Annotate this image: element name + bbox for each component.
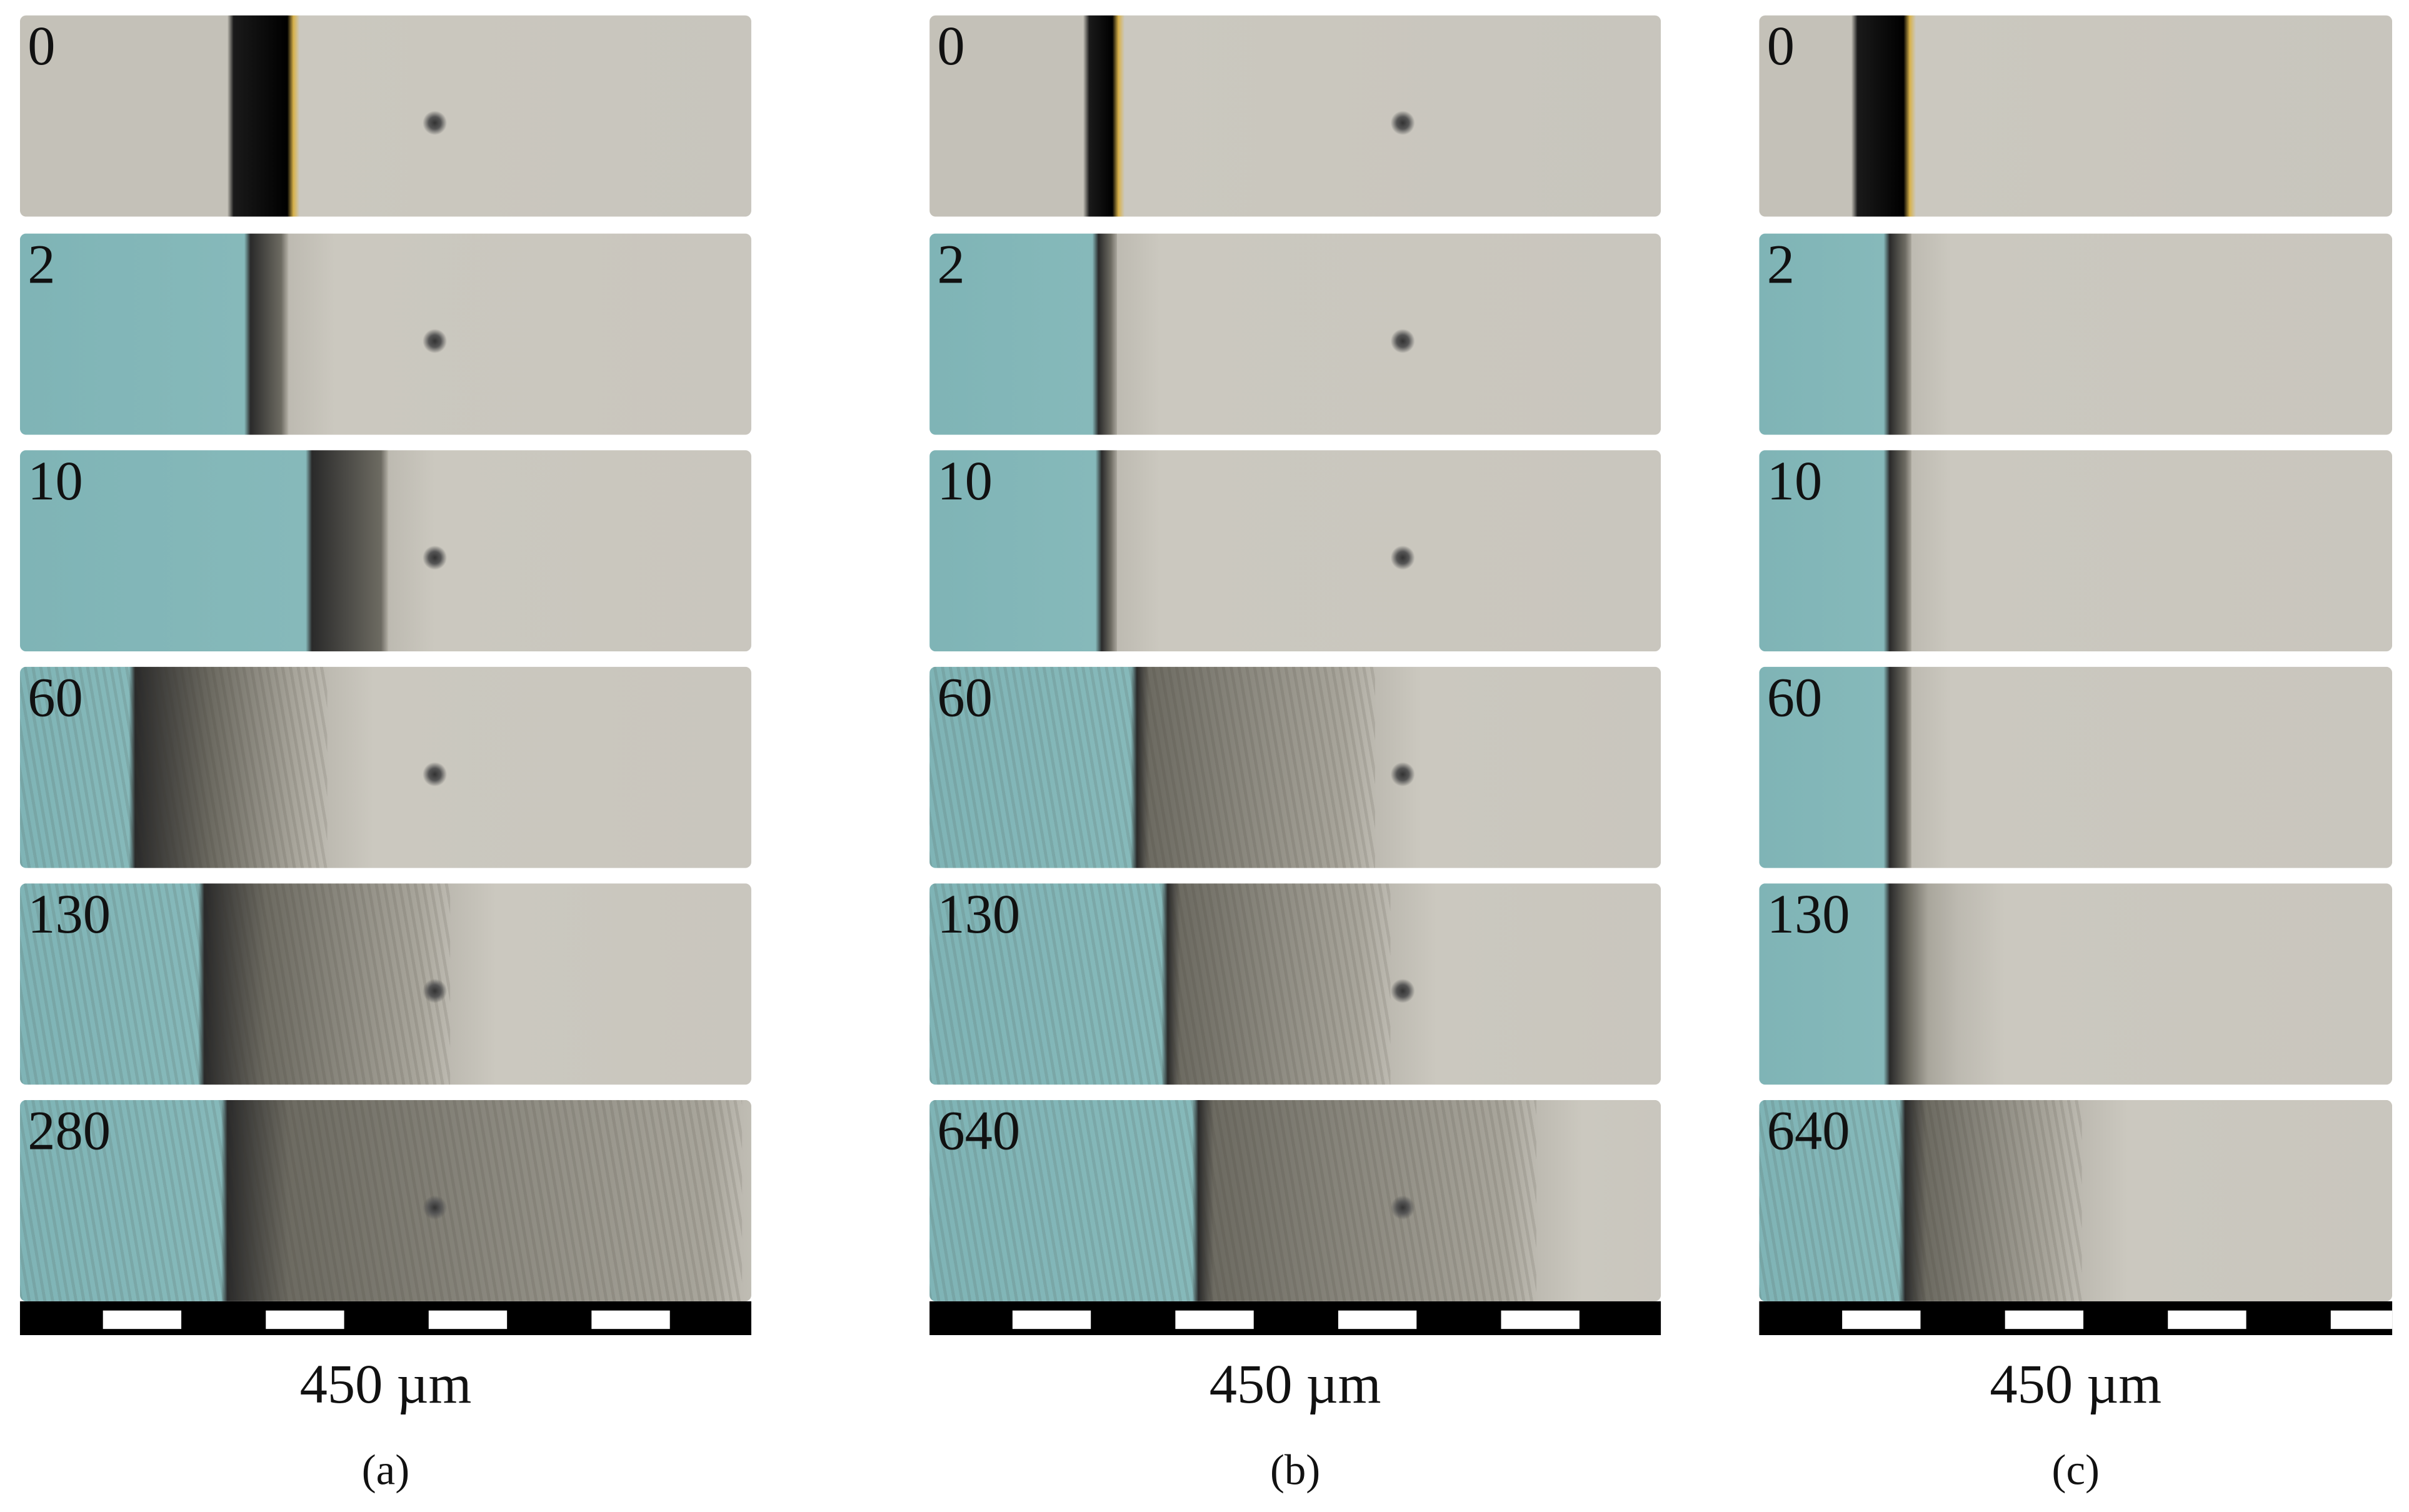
micrograph-image (19, 883, 751, 1085)
particle (422, 110, 448, 136)
frame-time-label: 130 (937, 883, 1021, 945)
micrograph-image (1759, 233, 2393, 435)
micrograph-image (19, 450, 751, 652)
micrograph-frame: 60 (19, 666, 751, 868)
particle (1390, 762, 1415, 787)
scale-bar-label: 450 µm (1209, 1353, 1381, 1415)
micrograph-image (929, 15, 1661, 217)
panel-c: 0 2 10 60 130 640 450 µm (c) (1759, 15, 2393, 1512)
scale-bar-segment (2330, 1310, 2393, 1329)
scale-bar-segment (591, 1310, 670, 1329)
frame-time-label: 0 (937, 15, 965, 77)
micrograph-image (929, 1099, 1661, 1301)
scale-bar-segment (1175, 1310, 1254, 1329)
particle (422, 329, 448, 354)
frame-time-label: 10 (937, 450, 993, 512)
micrograph-image (1759, 883, 2393, 1085)
scale-bar-label: 450 µm (1990, 1353, 2162, 1415)
scale-bar-segment (428, 1310, 508, 1329)
micrograph-frame: 2 (929, 233, 1661, 435)
frame-time-label: 10 (1766, 450, 1823, 512)
particle (422, 978, 448, 1004)
frame-time-label: 130 (1766, 883, 1850, 945)
particle (422, 1195, 448, 1220)
panel-label: (c) (2051, 1447, 2100, 1495)
micrograph-image (929, 233, 1661, 435)
micrograph-image (929, 450, 1661, 652)
micrograph-image (1759, 450, 2393, 652)
frame-time-label: 0 (1766, 15, 1795, 77)
micrograph-frame: 0 (1759, 15, 2393, 217)
particle (1390, 545, 1415, 570)
micrograph-frame: 130 (1759, 883, 2393, 1085)
micrograph-frame: 60 (929, 666, 1661, 868)
micrograph-image (19, 666, 751, 868)
frame-time-label: 2 (1766, 233, 1795, 295)
micrograph-frame: 10 (19, 450, 751, 652)
micrograph-frame: 280 (19, 1099, 751, 1301)
frame-time-label: 2 (28, 233, 56, 295)
frame-time-label: 10 (28, 450, 83, 512)
particle (422, 762, 448, 787)
scale-bar-label: 450 µm (299, 1353, 472, 1415)
micrograph-frame: 130 (929, 883, 1661, 1085)
scale-bar-segment (266, 1310, 344, 1329)
micrograph-frame: 0 (929, 15, 1661, 217)
micrograph-frame: 2 (1759, 233, 2393, 435)
frame-time-label: 60 (1766, 666, 1823, 729)
panel-label: (b) (1270, 1447, 1321, 1495)
frame-time-label: 60 (937, 666, 993, 729)
particle (1390, 329, 1415, 354)
scale-bar-segment (1338, 1310, 1417, 1329)
micrograph-frame: 640 (1759, 1099, 2393, 1301)
particle (422, 545, 448, 570)
micrograph-image (1759, 1099, 2393, 1301)
scale-bar (19, 1301, 751, 1336)
micrograph-frame: 0 (19, 15, 751, 217)
frame-time-label: 0 (28, 15, 56, 77)
particle (1390, 110, 1415, 136)
particle (1390, 978, 1415, 1004)
panel-label: (a) (361, 1447, 410, 1495)
micrograph-image (19, 1099, 751, 1301)
micrograph-frame: 60 (1759, 666, 2393, 868)
micrograph-image (1759, 15, 2393, 217)
frame-time-label: 2 (937, 233, 965, 295)
micrograph-frame: 10 (1759, 450, 2393, 652)
scale-bar-segment (1501, 1310, 1580, 1329)
micrograph-frame: 2 (19, 233, 751, 435)
scale-bar (1759, 1301, 2393, 1336)
frame-time-label: 280 (28, 1099, 111, 1162)
panel-b: 0 2 10 60 130 640 450 µm (b) (929, 15, 1661, 1512)
frame-time-label: 130 (28, 883, 111, 945)
micrograph-image (1759, 666, 2393, 868)
scale-bar-segment (103, 1310, 182, 1329)
micrograph-frame: 640 (929, 1099, 1661, 1301)
scale-bar (929, 1301, 1661, 1336)
scale-bar-segment (2168, 1310, 2246, 1329)
scale-bar-segment (1842, 1310, 1921, 1329)
micrograph-image (929, 883, 1661, 1085)
micrograph-image (929, 666, 1661, 868)
micrograph-frame: 130 (19, 883, 751, 1085)
frame-time-label: 640 (1766, 1099, 1850, 1162)
panel-a: 0 2 10 60 130 280 450 µm (a) (19, 15, 751, 1512)
particle (1390, 1195, 1415, 1220)
micrograph-frame: 10 (929, 450, 1661, 652)
micrograph-image (19, 15, 751, 217)
micrograph-image (19, 233, 751, 435)
scale-bar-segment (2005, 1310, 2084, 1329)
frame-time-label: 640 (937, 1099, 1021, 1162)
scale-bar-segment (1012, 1310, 1091, 1329)
frame-time-label: 60 (28, 666, 83, 729)
